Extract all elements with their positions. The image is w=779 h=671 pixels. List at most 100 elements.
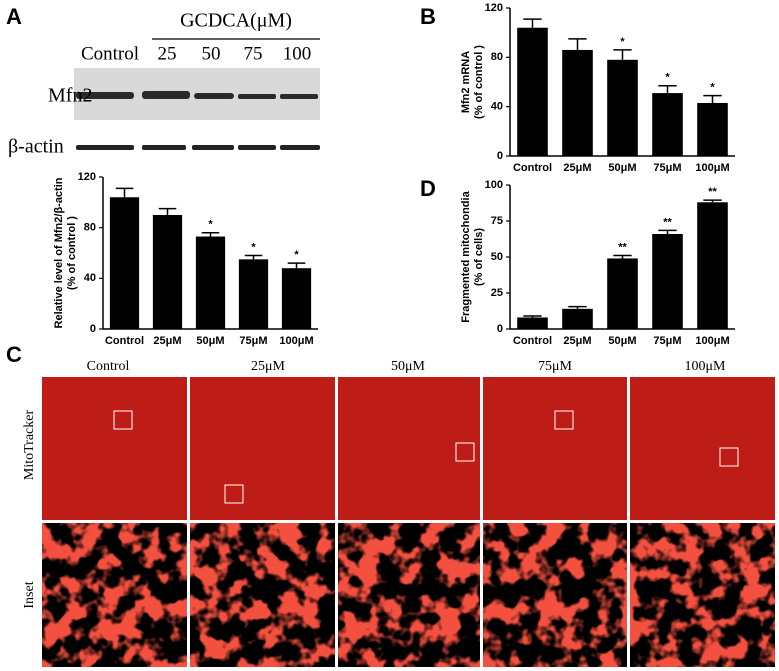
bar [517,27,548,156]
error-bar [244,254,263,260]
inset-signal [190,523,335,667]
significance-label: * [208,219,213,231]
x-tick-label: 50μM [608,162,636,174]
inset-signal [338,523,480,667]
mito-signal [190,377,335,520]
y-tick-label: 75 [491,215,503,227]
bar [652,93,683,156]
bar [238,259,269,329]
error-bar [703,94,722,103]
x-tick-label: 25μM [563,162,591,174]
significance-label: ** [618,241,627,253]
protein-label: β-actin [8,136,64,158]
lane-label: Control [81,43,139,64]
y-tick-label: 80 [491,51,503,63]
y-tick-label: 0 [497,150,503,162]
bar [195,236,226,329]
x-tick-label: Control [105,335,144,347]
x-tick-label: 25μM [563,335,591,347]
error-bar [287,262,306,269]
y-tick-label: 0 [497,323,503,335]
error-bar [613,254,632,259]
y-tick-label: 40 [84,272,96,284]
bar [562,49,593,156]
y-axis-label: Mfn2 mRNA [460,51,472,113]
x-tick-label: 25μM [153,335,181,347]
error-bar [115,187,134,198]
inset-signal [483,523,627,667]
roi-box [554,410,574,430]
blot-bands [76,145,320,150]
bar [562,308,593,329]
lane-label: 25 [158,43,177,64]
mito-signal [338,377,480,520]
bar [281,268,312,329]
panel-label: B [420,4,436,29]
x-tick-label: 50μM [608,335,636,347]
y-tick-label: 25 [491,287,503,299]
significance-label: ** [663,216,672,228]
roi-box [113,410,133,430]
error-bar [158,207,177,215]
x-tick-label: 100μM [695,162,729,174]
panel-label: D [420,176,436,201]
x-tick-label: 50μM [196,335,224,347]
mito-signal [42,377,187,520]
column-label: 50μM [391,359,426,374]
micrographs [42,377,775,667]
error-bar [523,18,542,28]
y-axis-label: (% of cells) [473,228,485,286]
y-tick-label: 120 [78,171,96,183]
row-label: Inset [22,581,37,608]
column-label: 25μM [251,359,286,374]
x-tick-label: Control [513,162,552,174]
blot-bands [76,91,318,99]
y-tick-label: 40 [491,101,503,113]
x-tick-label: 75μM [653,335,681,347]
bar [652,233,683,329]
bar [607,258,638,329]
x-tick-label: 100μM [279,335,313,347]
y-tick-label: 100 [485,179,503,191]
error-bar [523,315,542,318]
y-tick-label: 50 [491,251,503,263]
bar [517,317,548,329]
bar [697,102,728,156]
protein-label: Mfn2 [48,85,92,107]
significance-label: * [620,36,625,48]
roi-box [224,484,244,504]
x-tick-label: 75μM [239,335,267,347]
y-tick-label: 0 [90,323,96,335]
error-bar [658,84,677,94]
significance-label: ** [708,186,717,198]
treatment-label: GCDCA(μM) [180,10,292,32]
significance-label: * [294,249,299,261]
inset-signal [630,523,775,667]
x-tick-label: Control [513,335,552,347]
lane-label: 100 [283,43,312,64]
mito-signal [630,377,775,520]
error-bar [658,229,677,234]
error-bar [201,231,220,237]
lane-label: 50 [202,43,221,64]
error-bar [703,199,722,203]
mito-signal [483,377,627,520]
panel-label: C [6,342,22,367]
roi-box [719,447,739,467]
column-label: Control [87,359,130,374]
panel-label: A [6,4,22,29]
significance-label: * [665,72,670,84]
significance-label: * [251,241,256,253]
error-bar [568,305,587,309]
y-tick-label: 120 [485,2,503,14]
column-label: 100μM [685,359,727,374]
x-tick-label: 75μM [653,162,681,174]
roi-box [455,442,475,462]
lane-label: 75 [244,43,263,64]
bar [697,202,728,329]
bar [607,59,638,156]
bar [109,197,140,329]
y-axis-label: (% of control ) [66,216,78,290]
